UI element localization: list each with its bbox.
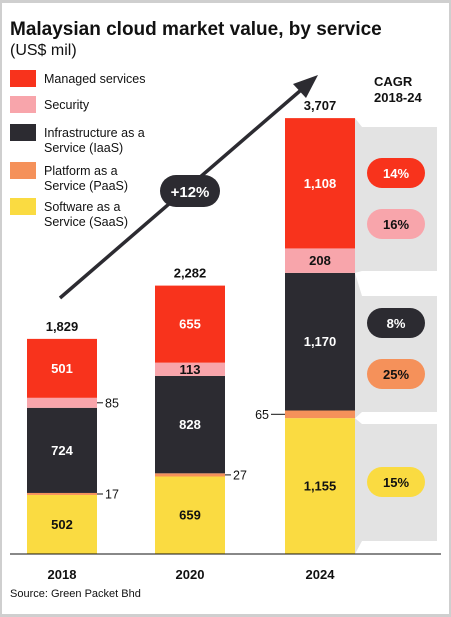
value-label-2018-series-1: 17 bbox=[105, 488, 119, 502]
bar-2018-series-4 bbox=[27, 338, 97, 398]
bar-2018-series-1 bbox=[27, 492, 97, 495]
top-rule bbox=[0, 0, 451, 3]
bars: 1,829 2,282 3,707 502 17 724 85 501 659 27 828 113 6… bbox=[27, 98, 355, 554]
legend-label-4-line-0: Software as a bbox=[44, 200, 120, 214]
value-label-2024-series-4: 1,108 bbox=[304, 176, 337, 191]
bar-2020-series-1 bbox=[155, 473, 225, 477]
cagr-value-4: 15% bbox=[383, 475, 409, 490]
legend-swatch-3 bbox=[10, 162, 36, 179]
cagr-pill-3 bbox=[367, 359, 425, 389]
cagr-value-3: 25% bbox=[383, 367, 409, 382]
cagr-pill-4 bbox=[367, 467, 425, 497]
legend-label-3-line-0: Platform as a bbox=[44, 164, 118, 178]
bar-2024-series-4 bbox=[285, 118, 355, 249]
growth-badge bbox=[160, 175, 220, 207]
value-label-2024-series-2: 1,170 bbox=[304, 334, 337, 349]
cagr-title-line-1: 2018-24 bbox=[374, 90, 422, 105]
value-label-2020-series-3: 113 bbox=[180, 362, 201, 377]
legend-swatch-2 bbox=[10, 124, 36, 141]
cagr-title-line-0: CAGR bbox=[374, 74, 413, 89]
growth-arrow: +12% bbox=[58, 75, 318, 300]
value-label-2018-series-4: 501 bbox=[51, 361, 73, 376]
value-label-2020-series-4: 655 bbox=[179, 317, 201, 332]
legend-label-0-line-0: Managed services bbox=[44, 72, 145, 86]
legend-label-3-line-1: Service (PaaS) bbox=[44, 179, 128, 193]
total-label-2024: 3,707 bbox=[304, 98, 337, 113]
cagr-value-1: 16% bbox=[383, 217, 409, 232]
category-label-2020: 2020 bbox=[176, 567, 205, 582]
cagr-pill-0 bbox=[367, 158, 425, 188]
value-label-2020-series-2: 828 bbox=[179, 417, 201, 432]
value-label-2018-series-3: 85 bbox=[105, 396, 119, 410]
source-note: Source: Green Packet Bhd bbox=[10, 588, 141, 600]
growth-label: +12% bbox=[171, 184, 210, 201]
legend-swatch-4 bbox=[10, 198, 36, 215]
category-label-2018: 2018 bbox=[48, 567, 77, 582]
growth-arrow-head bbox=[293, 75, 318, 98]
category-label-2024: 2024 bbox=[306, 567, 336, 582]
bar-2024-series-2 bbox=[285, 272, 355, 411]
bar-2018-series-3 bbox=[27, 397, 97, 408]
chart-title: Malaysian cloud market value, by service bbox=[10, 19, 382, 40]
bar-2024-series-1 bbox=[285, 410, 355, 419]
cagr-band-0 bbox=[355, 118, 437, 273]
cagr-value-2: 8% bbox=[387, 316, 406, 331]
value-label-2018-series-2: 724 bbox=[51, 443, 73, 458]
legend-swatch-0 bbox=[10, 70, 36, 87]
bar-2020-series-2 bbox=[155, 375, 225, 474]
right-rule bbox=[449, 0, 451, 617]
chart-subtitle: (US$ mil) bbox=[10, 42, 77, 59]
value-label-2024-series-1: 65 bbox=[255, 408, 269, 422]
bottom-rule bbox=[0, 614, 451, 617]
legend-label-2-line-0: Infrastructure as a bbox=[44, 126, 145, 140]
legend: Managed services Security Infrastructure a… bbox=[10, 70, 145, 229]
value-label-2020-series-0: 659 bbox=[179, 508, 201, 523]
total-label-2020: 2,282 bbox=[174, 266, 207, 281]
bar-2020-series-4 bbox=[155, 285, 225, 363]
legend-label-2-line-1: Service (IaaS) bbox=[44, 141, 123, 155]
value-label-2018-series-0: 502 bbox=[51, 517, 73, 532]
bar-2018-series-0 bbox=[27, 494, 97, 554]
bar-2024-series-0 bbox=[285, 418, 355, 554]
left-rule bbox=[0, 0, 2, 617]
legend-label-4-line-1: Service (SaaS) bbox=[44, 215, 128, 229]
legend-swatch-1 bbox=[10, 96, 36, 113]
bar-2020-series-0 bbox=[155, 476, 225, 554]
total-label-2018: 1,829 bbox=[46, 319, 79, 334]
cagr-pill-2 bbox=[367, 308, 425, 338]
value-label-2024-series-0: 1,155 bbox=[304, 479, 337, 494]
cagr-value-0: 14% bbox=[383, 166, 409, 181]
bar-2024-series-3 bbox=[285, 248, 355, 273]
category-labels: 2018 2020 2024 bbox=[48, 567, 336, 582]
bar-2018-series-2 bbox=[27, 407, 97, 493]
value-label-2024-series-3: 208 bbox=[309, 253, 331, 268]
value-label-2020-series-1: 27 bbox=[233, 468, 247, 482]
bar-2020-series-3 bbox=[155, 362, 225, 376]
legend-label-1-line-0: Security bbox=[44, 98, 90, 112]
cagr-pill-1 bbox=[367, 209, 425, 239]
